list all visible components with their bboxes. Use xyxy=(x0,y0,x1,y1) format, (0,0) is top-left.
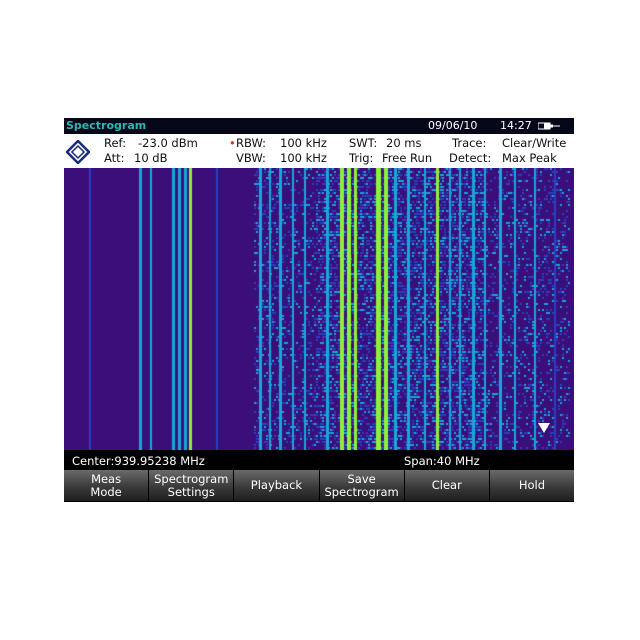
analyzer-screen: Spectrogram 09/06/10 14:27 Ref: -23.0 dB… xyxy=(64,118,575,502)
softkey-label: Save xyxy=(347,471,376,486)
clear-button[interactable]: Clear xyxy=(404,470,489,501)
title-bar: Spectrogram 09/06/10 14:27 xyxy=(64,118,574,134)
softkey-bar: Meas Mode Spectrogram Settings Playback Sa… xyxy=(64,470,575,501)
marker-icon[interactable] xyxy=(538,423,550,433)
rbw-label: RBW: xyxy=(236,136,267,150)
vbw-label: VBW: xyxy=(236,151,266,165)
spectrogram-settings-button[interactable]: Spectrogram Settings xyxy=(149,470,234,501)
vbw-value: 100 kHz xyxy=(280,151,327,165)
status-line: Center:939.95238 MHz Span:40 MHz xyxy=(64,452,574,470)
att-value: 10 dB xyxy=(134,151,168,165)
rohde-schwarz-logo xyxy=(66,140,90,164)
softkey-label: Settings xyxy=(167,484,215,499)
att-label: Att: xyxy=(104,151,125,165)
softkey-label: Spectrogram xyxy=(154,471,229,486)
time: 14:27 xyxy=(500,119,532,132)
detect-label: Detect: xyxy=(449,151,492,165)
detect-value: Max Peak xyxy=(502,151,557,165)
mode-title: Spectrogram xyxy=(66,119,147,132)
trace-label: Trace: xyxy=(452,136,487,150)
date: 09/06/10 xyxy=(428,119,478,132)
settings-panel: Ref: -23.0 dBm Att: 10 dB • RBW: 100 kHz… xyxy=(64,134,574,168)
ref-label: Ref: xyxy=(104,136,127,150)
center-frequency: Center:939.95238 MHz xyxy=(72,454,205,468)
hold-button[interactable]: Hold xyxy=(489,470,575,501)
trace-value: Clear/Write xyxy=(502,136,567,150)
meas-mode-button[interactable]: Meas Mode xyxy=(64,470,149,501)
softkey-label: Clear xyxy=(431,478,462,492)
swt-label: SWT: xyxy=(349,136,378,150)
softkey-label: Mode xyxy=(90,484,122,499)
save-spectrogram-button[interactable]: Save Spectrogram xyxy=(319,470,404,501)
trig-value: Free Run xyxy=(382,151,433,165)
trig-label: Trig: xyxy=(349,151,374,165)
playback-button[interactable]: Playback xyxy=(234,470,319,501)
softkey-label: Hold xyxy=(518,478,546,492)
rbw-value: 100 kHz xyxy=(280,136,327,150)
softkey-label: Playback xyxy=(250,478,303,492)
ref-value: -23.0 dBm xyxy=(138,136,198,150)
swt-value: 20 ms xyxy=(386,136,422,150)
spectrogram-display[interactable] xyxy=(64,168,574,450)
rbw-indicator-dot: • xyxy=(229,136,236,150)
span: Span:40 MHz xyxy=(404,454,480,468)
softkey-label: Spectrogram xyxy=(324,484,399,499)
softkey-label: Meas xyxy=(91,471,122,486)
battery-icon xyxy=(538,122,560,130)
